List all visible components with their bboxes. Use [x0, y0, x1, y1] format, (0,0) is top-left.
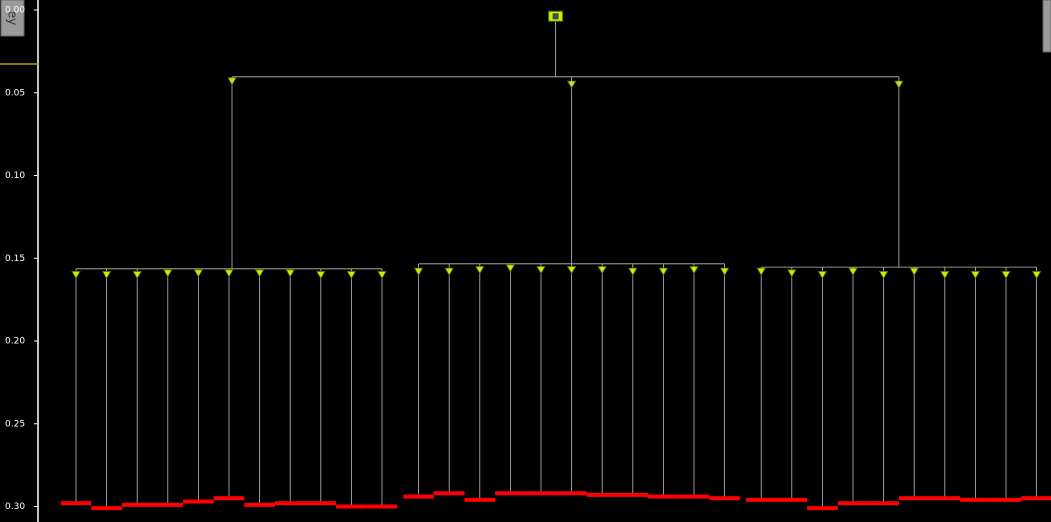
leaf-bar — [709, 496, 740, 501]
leaf-node — [940, 271, 950, 280]
leaf-node — [163, 269, 173, 278]
leaf-node — [505, 264, 516, 273]
leaf-bar — [183, 499, 214, 504]
leaf-bar — [678, 494, 710, 499]
side-tab[interactable] — [0, 0, 25, 37]
leaf-bar — [244, 502, 275, 507]
leaf-node — [101, 271, 112, 280]
leaf-node — [413, 267, 424, 276]
y-tick-label: 0.05 — [5, 88, 25, 98]
y-tick-label: 0.25 — [5, 419, 25, 429]
leaf-node — [719, 267, 730, 276]
leaf-node — [909, 267, 919, 276]
leaf-bar — [745, 497, 777, 502]
leaf-bar — [336, 504, 367, 509]
side-tab-label[interactable]: ey — [6, 11, 20, 25]
leaf-node — [346, 271, 357, 280]
leaf-node — [1031, 271, 1042, 280]
leaf-node — [254, 269, 265, 278]
leaf-node — [132, 271, 142, 280]
leaf-bar — [556, 491, 587, 496]
leaf-node — [536, 266, 546, 275]
leaf-bar — [152, 502, 184, 507]
leaf-bar — [305, 501, 337, 506]
leaf-bar — [776, 497, 808, 502]
leaf-node — [475, 266, 485, 275]
leaf-bar — [91, 506, 122, 511]
leaf-bar — [366, 504, 398, 509]
leaf-node — [566, 266, 577, 275]
leaf-bar — [121, 502, 153, 507]
leaf-bar — [403, 494, 434, 499]
leaf-node — [689, 266, 699, 275]
leaf-node — [377, 271, 387, 280]
leaf-node — [970, 271, 981, 280]
leaf-bar — [868, 501, 899, 506]
leaf-bar — [586, 492, 618, 497]
leaf-node — [658, 267, 669, 276]
y-tick-label: 0.00 — [5, 6, 25, 16]
leaf-node — [878, 271, 889, 280]
leaf-node — [285, 269, 295, 278]
leaf-node — [71, 271, 81, 280]
leaf-bar — [464, 497, 496, 502]
leaf-node — [224, 269, 234, 278]
leaf-bar — [433, 491, 465, 496]
leaf-bar — [60, 501, 92, 506]
leaf-node — [756, 267, 766, 276]
y-tick-label: 0.20 — [5, 337, 25, 347]
leaf-bar — [929, 496, 961, 501]
leaf-node — [848, 267, 858, 276]
leaf-node — [597, 266, 607, 275]
root-node-core — [552, 13, 559, 20]
leaf-bar — [807, 506, 838, 511]
leaf-bar — [213, 496, 245, 501]
y-tick-label: 0.30 — [5, 502, 25, 512]
leaf-node — [628, 267, 638, 276]
leaf-node — [316, 271, 326, 280]
leaf-node — [817, 271, 828, 280]
leaf-node — [193, 269, 204, 278]
leaf-bar — [617, 492, 649, 497]
leaf-bar — [495, 491, 526, 496]
side-tab-right[interactable] — [1042, 0, 1051, 53]
leaf-bar — [1021, 496, 1051, 501]
y-tick-label: 0.10 — [5, 171, 25, 181]
leaf-bar — [990, 497, 1022, 502]
leaf-bar — [648, 494, 679, 499]
leaf-bar — [898, 496, 930, 501]
leaf-bar — [960, 497, 991, 502]
y-tick-label: 0.15 — [5, 254, 25, 264]
leaf-bar — [274, 501, 306, 506]
leaf-bar — [837, 501, 869, 506]
leaf-bar — [525, 491, 557, 496]
leaf-node — [787, 269, 797, 278]
leaf-node — [444, 267, 454, 276]
leaf-node — [1001, 271, 1011, 280]
